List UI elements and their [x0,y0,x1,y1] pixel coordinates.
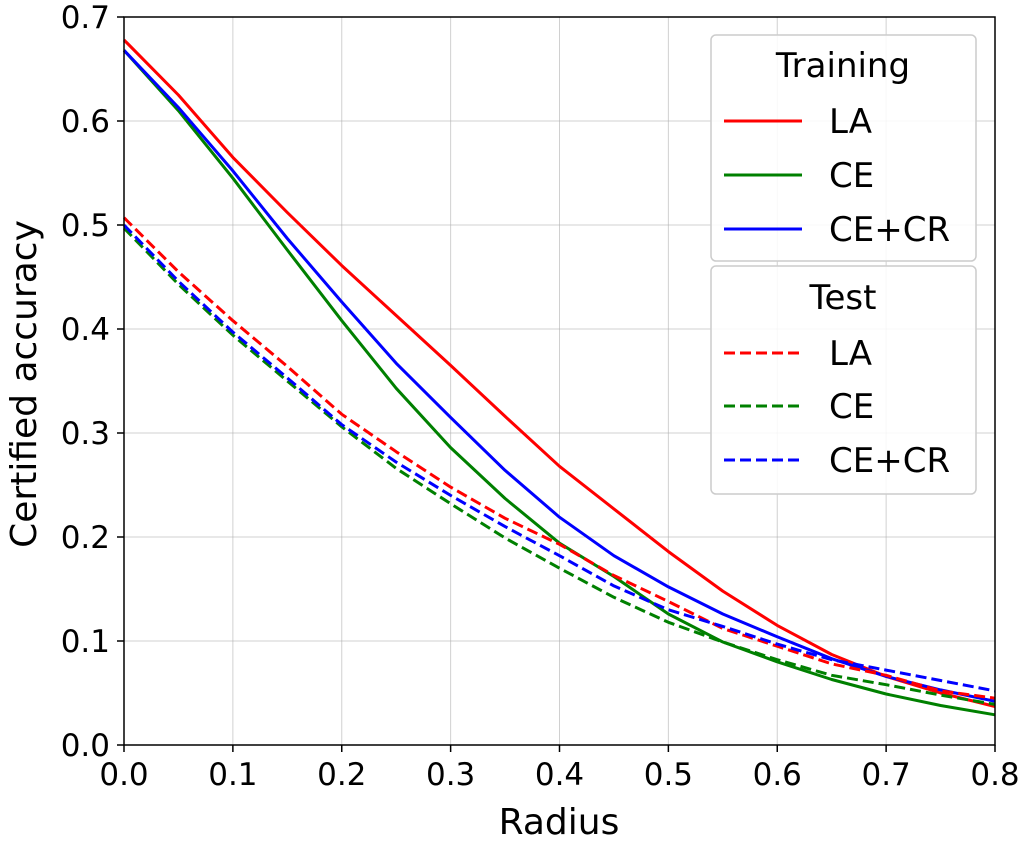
legend-training-cecr-label: CE+CR [829,210,950,250]
y-tick-label: 0.2 [61,520,110,556]
y-tick-label: 0.1 [61,624,110,660]
y-tick-label: 0.6 [61,104,110,140]
x-tick-label: 0.2 [317,757,366,793]
legend-test: Test LA CE CE+CR [710,265,977,495]
y-tick-label: 0.5 [61,208,110,244]
legend-test-frame [710,265,977,495]
legend-test-ce-label: CE [829,387,874,427]
y-tick-label: 0.4 [61,312,110,348]
x-tick-label: 0.7 [861,757,910,793]
legend-training-la-label: LA [829,102,872,142]
x-tick-label: 0.5 [644,757,693,793]
series-line-test-ce-cr [122,223,996,693]
x-tick-label: 0.4 [535,757,584,793]
y-tick-label: 0.3 [61,416,110,452]
x-axis-label: Radius [499,802,620,843]
series-line-test-ce [122,227,996,706]
legend-training-frame [710,34,977,262]
x-tick-label: 0.3 [426,757,475,793]
x-tick-label: 0.1 [208,757,257,793]
series-line-training-ce-cr [122,49,996,703]
x-tick-label: 0.0 [99,757,148,793]
legend-training: Training LA CE CE+CR [710,34,977,262]
y-axis-label: Certified accuracy [4,220,45,548]
legend-training-ce-label: CE [829,156,874,196]
axis-ticks: 0.0 0.1 0.2 0.3 0.4 0.5 0.6 0.7 0.8 0.0 0.1 0.2 0.3 0… [61,0,1020,793]
legend-test-la-label: LA [829,334,872,374]
y-tick-label: 0.0 [61,728,110,764]
x-tick-label: 0.6 [753,757,802,793]
legend-test-title: Test [809,278,877,318]
series-line-training-la [122,38,996,708]
legend-test-cecr-label: CE+CR [829,441,950,481]
series-line-test-la [122,216,996,700]
y-tick-label: 0.7 [61,0,110,36]
series-lines [122,38,996,717]
x-tick-label: 0.8 [970,757,1019,793]
legend-training-title: Training [775,46,910,86]
